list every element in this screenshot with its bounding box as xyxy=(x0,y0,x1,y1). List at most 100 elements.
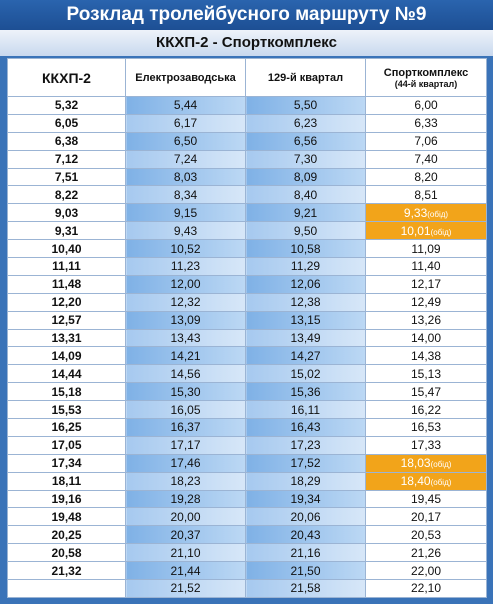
table-row: 15,53 16,05 16,11 16,22 xyxy=(7,400,487,420)
table-row: 21,32 21,44 21,50 22,00 xyxy=(7,561,487,581)
time-cell: 15,30 xyxy=(125,382,246,402)
time-cell: 12,17 xyxy=(365,274,487,294)
time-cell: 8,40 xyxy=(245,185,366,205)
time-cell: 6,56 xyxy=(245,131,366,151)
time-cell: 13,49 xyxy=(245,328,366,348)
time-cell: 11,40 xyxy=(365,257,487,276)
time-cell: 11,09 xyxy=(365,239,487,259)
time-cell: 19,16 xyxy=(7,489,126,509)
time-cell: 12,49 xyxy=(365,292,487,312)
time-cell: 6,05 xyxy=(7,113,126,133)
time-cell: 18,40(обід) xyxy=(365,471,487,491)
table-row: 21,52 21,58 22,10 xyxy=(7,579,487,598)
table-row: 19,16 19,28 19,34 19,45 xyxy=(7,489,487,509)
time-cell: 11,23 xyxy=(125,257,246,276)
time-note: (обід) xyxy=(430,478,452,488)
time-cell: 10,58 xyxy=(245,239,366,259)
time-cell: 21,44 xyxy=(125,561,246,581)
time-cell: 7,51 xyxy=(7,167,126,187)
time-cell: 21,58 xyxy=(245,579,366,598)
time-text: 10,01 xyxy=(400,223,431,238)
table-row: 11,48 12,00 12,06 12,17 xyxy=(7,274,487,294)
time-cell: 13,43 xyxy=(125,328,246,348)
time-cell: 11,29 xyxy=(245,257,366,276)
time-cell: 13,09 xyxy=(125,310,246,330)
table-row: 13,31 13,43 13,49 14,00 xyxy=(7,328,487,348)
table-row: 8,22 8,34 8,40 8,51 xyxy=(7,185,487,205)
table-row: 14,09 14,21 14,27 14,38 xyxy=(7,346,487,366)
time-cell: 20,58 xyxy=(7,543,126,563)
time-cell: 16,53 xyxy=(365,418,487,437)
time-cell: 21,10 xyxy=(125,543,246,563)
time-cell: 15,53 xyxy=(7,400,126,420)
time-cell: 9,21 xyxy=(245,203,366,223)
time-cell: 21,32 xyxy=(7,561,126,581)
time-cell: 7,40 xyxy=(365,149,487,169)
time-cell: 20,37 xyxy=(125,525,246,545)
time-cell: 19,34 xyxy=(245,489,366,509)
table-row: 17,34 17,46 17,52 18,03(обід) xyxy=(7,453,487,473)
time-cell: 7,24 xyxy=(125,149,246,169)
table-row: 19,48 20,00 20,06 20,17 xyxy=(7,507,487,527)
time-cell: 19,28 xyxy=(125,489,246,509)
column-header-text: Спорткомплекс xyxy=(383,66,469,79)
time-cell: 13,31 xyxy=(7,328,126,348)
time-cell: 6,33 xyxy=(365,113,487,133)
time-cell: 9,33(обід) xyxy=(365,203,487,223)
table-row: 16,25 16,37 16,43 16,53 xyxy=(7,418,487,437)
time-cell: 21,50 xyxy=(245,561,366,581)
time-cell: 13,15 xyxy=(245,310,366,330)
time-cell: 7,06 xyxy=(365,131,487,151)
table-row: 12,20 12,32 12,38 12,49 xyxy=(7,292,487,312)
time-cell: 17,34 xyxy=(7,453,126,473)
time-cell: 6,50 xyxy=(125,131,246,151)
time-cell: 5,32 xyxy=(7,96,126,115)
time-cell: 10,01(обід) xyxy=(365,221,487,241)
time-cell: 16,43 xyxy=(245,418,366,437)
table-row: 15,18 15,30 15,36 15,47 xyxy=(7,382,487,402)
time-cell: 9,15 xyxy=(125,203,246,223)
time-cell: 9,43 xyxy=(125,221,246,241)
time-note: (обід) xyxy=(427,209,449,219)
time-cell: 12,20 xyxy=(7,292,126,312)
table-row: 14,44 14,56 15,02 15,13 xyxy=(7,364,487,384)
time-cell: 11,48 xyxy=(7,274,126,294)
column-header: 129-й квартал xyxy=(245,58,366,97)
subtitle: ККХП-2 - Спорткомплекс xyxy=(0,30,493,56)
time-cell: 21,16 xyxy=(245,543,366,563)
time-cell: 5,44 xyxy=(125,96,246,115)
time-cell: 15,13 xyxy=(365,364,487,384)
time-cell: 10,40 xyxy=(7,239,126,259)
time-cell: 17,52 xyxy=(245,453,366,473)
time-cell: 17,23 xyxy=(245,435,366,455)
time-text: 18,03 xyxy=(400,456,431,471)
time-cell: 19,45 xyxy=(365,489,487,509)
time-cell: 18,29 xyxy=(245,471,366,491)
time-cell: 22,10 xyxy=(365,579,487,598)
time-cell: 12,00 xyxy=(125,274,246,294)
time-cell: 20,06 xyxy=(245,507,366,527)
time-cell: 12,32 xyxy=(125,292,246,312)
time-cell: 15,47 xyxy=(365,382,487,402)
time-cell: 16,25 xyxy=(7,418,126,437)
time-cell: 18,03(обід) xyxy=(365,453,487,473)
time-cell: 9,50 xyxy=(245,221,366,241)
time-cell: 18,11 xyxy=(7,471,126,491)
time-cell: 6,23 xyxy=(245,113,366,133)
table-row: 17,05 17,17 17,23 17,33 xyxy=(7,435,487,455)
time-cell xyxy=(7,579,126,598)
time-cell: 14,00 xyxy=(365,328,487,348)
table-row: 10,40 10,52 10,58 11,09 xyxy=(7,239,487,259)
time-cell: 14,09 xyxy=(7,346,126,366)
time-cell: 15,18 xyxy=(7,382,126,402)
timetable: ККХП-2 Електрозаводська 129-й квартал Спорт… xyxy=(7,58,487,598)
time-cell: 15,02 xyxy=(245,364,366,384)
time-cell: 13,26 xyxy=(365,310,487,330)
time-cell: 6,00 xyxy=(365,96,487,115)
column-header: ККХП-2 xyxy=(7,58,126,97)
time-cell: 21,52 xyxy=(125,579,246,598)
table-row: 6,05 6,17 6,23 6,33 xyxy=(7,113,487,133)
column-header: Електрозаводська xyxy=(125,58,246,97)
time-cell: 7,12 xyxy=(7,149,126,169)
